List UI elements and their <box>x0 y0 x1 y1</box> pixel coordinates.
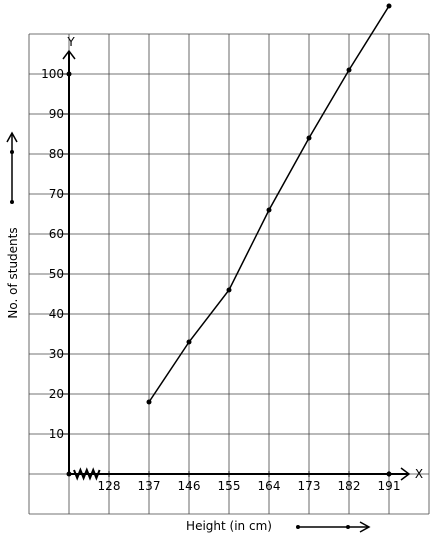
tick-labels: 128 137 146 155 164 173 182 191 10 20 30 40 50 60 70 80… <box>41 67 400 493</box>
data-point <box>186 339 192 345</box>
x-tick-label: 128 <box>98 479 121 493</box>
y-axis-arrow <box>62 49 76 60</box>
y-axis-title: No. of students <box>6 227 20 318</box>
x-tick-label: 164 <box>258 479 281 493</box>
vertical-arrow-dot <box>10 150 14 154</box>
vertical-arrow-dot <box>10 200 14 204</box>
horizontal-arrow-dot <box>296 525 300 529</box>
x-tick-label: 182 <box>338 479 361 493</box>
decorations <box>6 131 371 533</box>
data-series <box>66 3 392 477</box>
data-point <box>386 3 392 9</box>
x-axis-letter: X <box>415 467 423 481</box>
data-point <box>266 207 272 213</box>
y-axis-letter: Y <box>66 35 75 49</box>
data-point <box>226 287 232 293</box>
y-tick-label: 90 <box>49 107 64 121</box>
data-point <box>146 399 152 405</box>
x-axis-arrow <box>400 467 411 481</box>
axis-marker-point <box>66 471 72 477</box>
data-point <box>346 67 352 73</box>
y-tick-label: 20 <box>49 387 64 401</box>
x-tick-label: 173 <box>298 479 321 493</box>
grid <box>28 33 430 515</box>
y-tick-label: 30 <box>49 347 64 361</box>
y-tick-label: 70 <box>49 187 64 201</box>
x-tick-label: 155 <box>218 479 241 493</box>
axis-marker-point <box>386 471 392 477</box>
axes <box>62 49 411 481</box>
x-tick-label: 146 <box>178 479 201 493</box>
x-tick-label: 137 <box>138 479 161 493</box>
y-tick-label: 50 <box>49 267 64 281</box>
y-tick-label: 40 <box>49 307 64 321</box>
x-tick-label: 191 <box>378 479 401 493</box>
axis-break-symbol <box>73 467 101 481</box>
y-tick-label: 100 <box>41 67 64 81</box>
horizontal-arrow-dot <box>346 525 350 529</box>
axis-marker-point <box>66 71 72 77</box>
data-point <box>306 135 312 141</box>
y-tick-label: 60 <box>49 227 64 241</box>
y-tick-label: 80 <box>49 147 64 161</box>
x-axis-title: Height (in cm) <box>186 519 272 533</box>
horizontal-arrow-head <box>359 521 371 533</box>
vertical-arrow-head <box>6 131 18 143</box>
y-tick-label: 10 <box>49 427 64 441</box>
